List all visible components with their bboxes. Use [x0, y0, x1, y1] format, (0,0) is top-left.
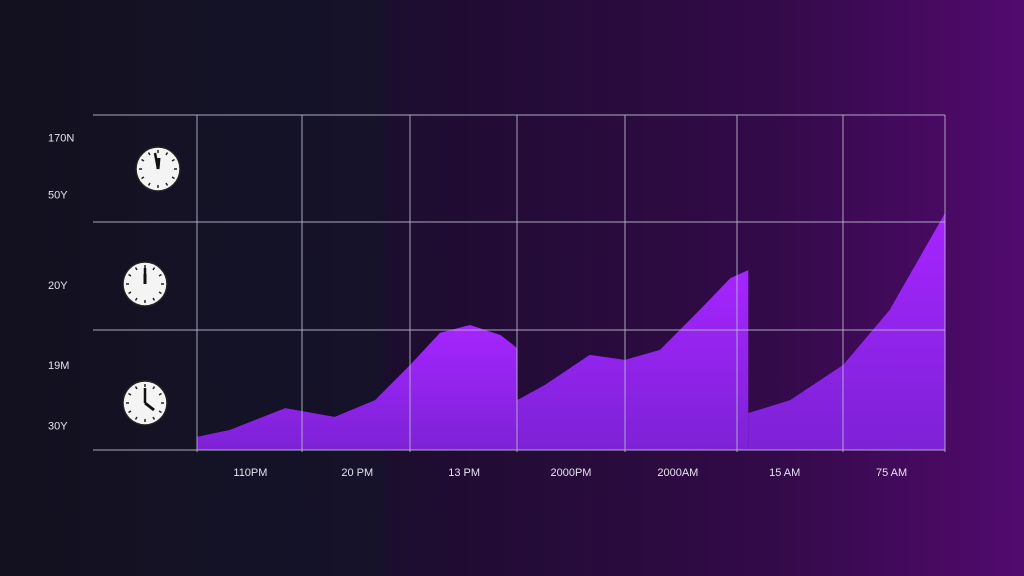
area	[197, 325, 518, 450]
grid	[93, 114, 946, 452]
area-group	[197, 213, 945, 450]
clock-icon	[135, 146, 181, 192]
x-tick-label: 110PM	[233, 467, 267, 479]
y-tick-label: 50Y	[48, 189, 68, 201]
x-tick-label: 20 PM	[341, 467, 373, 479]
y-tick-label: 30Y	[48, 420, 68, 432]
x-tick-label: 75 AM	[876, 467, 907, 479]
clock-icon	[122, 261, 168, 307]
x-tick-label: 2000PM	[551, 467, 592, 479]
x-tick-label: 13 PM	[448, 467, 480, 479]
y-tick-label: 20Y	[48, 280, 68, 292]
y-tick-label: 19M	[48, 360, 69, 372]
clock-icon	[122, 380, 168, 426]
x-tick-label: 2000AM	[657, 467, 698, 479]
x-tick-label: 15 AM	[769, 467, 800, 479]
y-tick-label: 170N	[48, 132, 74, 144]
area	[748, 213, 945, 450]
area	[517, 270, 749, 450]
